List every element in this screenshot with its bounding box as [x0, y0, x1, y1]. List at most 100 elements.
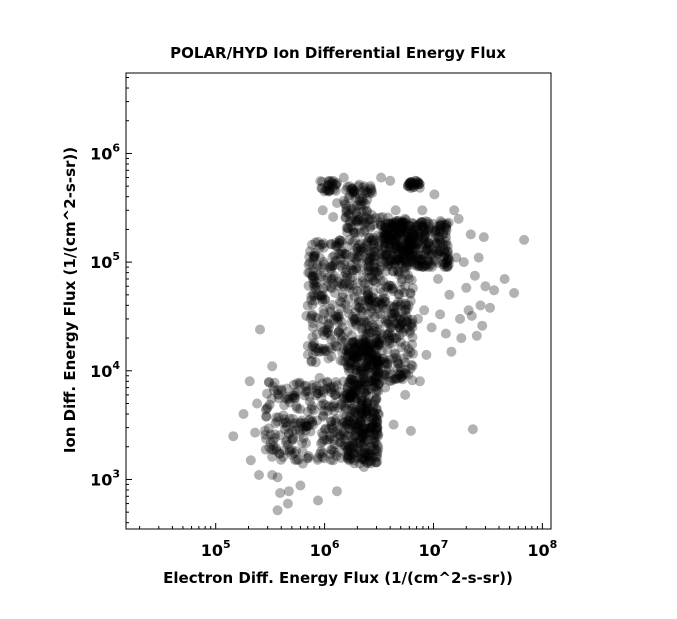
data-point [329, 270, 340, 281]
data-point [388, 352, 399, 363]
data-point [366, 327, 377, 338]
data-point [407, 243, 418, 254]
data-point [357, 307, 368, 317]
data-point [357, 430, 368, 441]
data-point [318, 314, 328, 325]
data-point [449, 205, 460, 216]
data-point [316, 291, 327, 302]
data-point [385, 258, 395, 269]
data-point [410, 222, 421, 232]
data-point [347, 374, 358, 385]
data-point [335, 437, 346, 448]
data-point [394, 243, 405, 254]
data-point [358, 227, 369, 237]
data-point [362, 301, 373, 312]
data-point [311, 277, 322, 288]
data-point [319, 453, 329, 464]
data-point [228, 431, 239, 442]
data-point [331, 237, 341, 248]
data-point [304, 267, 315, 278]
data-point [439, 261, 450, 272]
data-point [352, 393, 363, 404]
data-point [373, 364, 383, 375]
data-point [318, 283, 329, 294]
data-point [342, 342, 353, 353]
data-point [396, 242, 407, 253]
data-point [407, 250, 418, 261]
data-point [400, 227, 411, 238]
data-point [356, 412, 367, 423]
data-point [362, 355, 373, 366]
data-point [404, 177, 415, 188]
data-point [405, 327, 415, 338]
data-point [357, 303, 368, 314]
data-point [374, 295, 385, 306]
data-point [333, 327, 344, 338]
data-point [373, 429, 384, 440]
data-point [369, 371, 380, 382]
data-point [342, 182, 353, 193]
data-point [408, 182, 419, 193]
data-point [272, 388, 283, 399]
data-point [421, 239, 432, 250]
data-point [362, 285, 373, 296]
data-point [333, 447, 344, 458]
data-point [394, 225, 405, 236]
data-point [355, 378, 366, 389]
data-point [310, 247, 321, 258]
y-axis-label: Ion Diff. Energy Flux (1/(cm^2-s-sr)) [61, 147, 79, 453]
data-point [435, 223, 446, 234]
data-point [370, 457, 381, 468]
data-point [347, 443, 358, 454]
data-point [404, 242, 415, 253]
data-point [404, 273, 414, 284]
data-point [425, 246, 436, 257]
data-point [403, 180, 413, 191]
data-point [355, 414, 365, 425]
data-point [301, 438, 311, 449]
data-point [362, 245, 373, 255]
data-point [402, 227, 413, 238]
data-point [339, 430, 350, 441]
data-point [377, 253, 388, 264]
data-point [350, 384, 361, 395]
data-point [395, 242, 406, 253]
data-point [351, 265, 362, 276]
data-point [366, 248, 377, 259]
data-point [356, 200, 367, 211]
data-point [324, 186, 335, 196]
data-point [384, 327, 395, 338]
data-point [382, 318, 393, 329]
data-point [480, 281, 491, 292]
data-point [348, 414, 359, 425]
data-point [357, 326, 368, 337]
data-point [308, 340, 318, 351]
data-point [348, 384, 359, 395]
data-point [326, 273, 337, 284]
data-point [350, 379, 361, 390]
data-point [359, 346, 369, 357]
data-point [389, 226, 400, 237]
data-point [276, 385, 287, 396]
data-point [372, 457, 383, 468]
data-point [368, 349, 379, 360]
data-point [324, 431, 335, 442]
data-point [392, 318, 403, 329]
data-point [346, 330, 357, 341]
data-point [326, 334, 336, 345]
data-point [381, 229, 391, 239]
data-point [407, 233, 418, 244]
data-point [373, 408, 384, 419]
data-point [359, 383, 370, 394]
data-point [318, 399, 329, 409]
data-point [371, 444, 382, 455]
data-point [334, 312, 345, 322]
data-point [340, 356, 351, 367]
data-point [266, 393, 277, 404]
data-point [304, 251, 315, 262]
data-point [412, 254, 423, 265]
data-point [378, 303, 389, 313]
data-point [326, 274, 337, 284]
data-point [394, 373, 405, 384]
data-point [352, 443, 363, 454]
